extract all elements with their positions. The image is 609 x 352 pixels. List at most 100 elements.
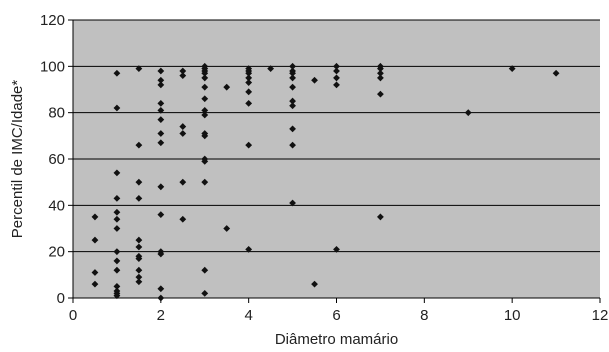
x-tick-label-12: 12 — [592, 307, 609, 324]
x-tick-label-10: 10 — [504, 307, 521, 324]
data-point-43 — [179, 67, 187, 75]
data-point-29 — [157, 67, 165, 75]
data-point-93 — [333, 245, 340, 253]
x-tick-label-8: 8 — [420, 307, 428, 324]
data-point-84 — [289, 125, 296, 133]
y-tick-label-100: 100 — [40, 58, 65, 75]
data-point-66 — [223, 225, 231, 232]
data-point-92 — [333, 81, 340, 89]
data-point-4 — [113, 69, 121, 77]
data-point-3 — [91, 280, 99, 288]
data-point-79 — [289, 69, 296, 77]
data-point-88 — [311, 280, 318, 288]
data-point-62 — [201, 178, 209, 186]
data-point-44 — [179, 72, 187, 79]
data-point-52 — [201, 69, 209, 77]
data-point-97 — [377, 74, 384, 82]
data-point-36 — [157, 139, 165, 147]
data-point-48 — [179, 215, 187, 223]
data-point-35 — [157, 130, 165, 137]
data-point-75 — [245, 245, 253, 253]
data-point-63 — [201, 266, 209, 274]
data-point-56 — [201, 106, 209, 114]
data-point-96 — [377, 69, 384, 77]
data-point-32 — [157, 100, 165, 107]
data-point-61 — [201, 157, 209, 165]
data-point-72 — [245, 88, 253, 96]
data-point-9 — [113, 215, 121, 223]
data-point-37 — [157, 183, 165, 191]
data-point-31 — [157, 81, 165, 89]
data-point-86 — [289, 199, 296, 207]
data-point-65 — [223, 83, 231, 91]
data-point-41 — [157, 285, 165, 293]
data-point-6 — [113, 169, 121, 177]
data-point-40 — [157, 250, 165, 258]
data-point-81 — [289, 83, 296, 91]
data-point-59 — [201, 132, 209, 140]
data-point-70 — [245, 74, 253, 82]
data-point-17 — [113, 292, 121, 300]
data-point-26 — [135, 266, 143, 274]
data-point-89 — [333, 62, 340, 70]
data-point-77 — [289, 62, 296, 70]
data-point-71 — [245, 79, 253, 86]
data-point-38 — [157, 211, 165, 218]
data-point-42 — [157, 294, 165, 302]
data-point-18 — [135, 65, 143, 73]
data-point-90 — [333, 67, 340, 75]
x-tick-label-6: 6 — [332, 307, 340, 324]
data-point-85 — [289, 141, 296, 149]
data-point-34 — [157, 116, 165, 124]
y-tick-label-40: 40 — [48, 197, 65, 214]
data-point-30 — [157, 76, 165, 84]
data-point-21 — [135, 194, 143, 202]
data-point-80 — [289, 74, 296, 82]
data-point-12 — [113, 257, 121, 265]
data-point-20 — [135, 178, 143, 186]
y-tick-label-120: 120 — [40, 12, 65, 29]
data-point-47 — [179, 178, 187, 186]
x-axis-title: Diâmetro mamário — [275, 331, 398, 348]
tick-labels: 0 20 40 60 80 100 120 0 2 4 6 8 10 12 — [40, 12, 608, 324]
data-point-82 — [289, 97, 296, 105]
data-point-53 — [201, 74, 209, 82]
data-point-28 — [135, 278, 143, 286]
y-tick-label-60: 60 — [48, 151, 65, 168]
data-point-69 — [245, 69, 253, 77]
data-point-10 — [113, 225, 121, 232]
data-point-14 — [113, 283, 121, 290]
data-point-46 — [179, 130, 187, 137]
data-point-98 — [377, 90, 384, 98]
data-point-25 — [135, 255, 143, 263]
data-point-74 — [245, 141, 253, 149]
data-point-57 — [201, 111, 209, 119]
data-points — [91, 62, 560, 302]
data-point-11 — [113, 248, 121, 256]
data-point-13 — [113, 266, 121, 274]
data-point-27 — [135, 273, 143, 281]
data-point-101 — [508, 65, 516, 73]
y-axis-title: Percentil de IMC/Idade* — [9, 80, 26, 239]
y-tick-label-0: 0 — [57, 290, 65, 307]
data-point-8 — [113, 208, 121, 216]
data-point-64 — [201, 289, 209, 297]
x-tick-label-0: 0 — [69, 307, 77, 324]
data-point-19 — [135, 141, 143, 149]
y-tick-label-80: 80 — [48, 105, 65, 122]
x-tick-label-4: 4 — [244, 307, 252, 324]
data-point-76 — [267, 65, 275, 73]
data-point-99 — [377, 213, 384, 221]
data-point-45 — [179, 123, 187, 130]
data-point-100 — [464, 109, 472, 117]
data-point-54 — [201, 83, 209, 91]
data-point-2 — [91, 269, 99, 276]
data-point-7 — [113, 194, 121, 202]
data-point-73 — [245, 100, 253, 107]
data-point-5 — [113, 104, 121, 112]
data-point-55 — [201, 95, 209, 103]
data-point-22 — [135, 236, 143, 244]
data-point-1 — [91, 236, 99, 244]
